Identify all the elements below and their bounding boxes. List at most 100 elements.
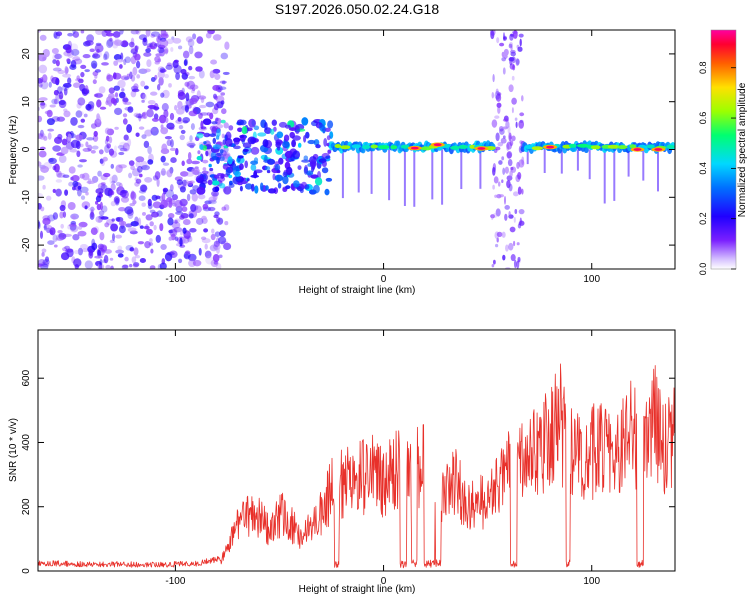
noise-band-blob <box>518 208 525 215</box>
noise-blob <box>90 227 98 235</box>
noise-blob <box>191 193 198 202</box>
noise-blob <box>171 221 181 229</box>
noise-blob <box>58 154 67 164</box>
noise-blob <box>149 238 153 243</box>
noise-blob <box>77 185 82 190</box>
noise-blob <box>108 148 115 156</box>
noise-blob <box>94 69 102 73</box>
transition-blob <box>212 186 220 193</box>
noise-blob <box>220 92 226 96</box>
transition-blob <box>203 141 207 145</box>
transition-blob <box>209 167 214 172</box>
noise-blob <box>109 176 116 185</box>
noise-band-blob <box>521 188 524 195</box>
transition-blob <box>242 142 252 149</box>
noise-band-blob <box>501 231 506 238</box>
noise-blob <box>224 41 230 50</box>
ridge-core <box>362 145 371 150</box>
noise-blob <box>158 76 164 86</box>
transition-blob <box>208 163 212 168</box>
noise-blob <box>98 149 104 155</box>
noise-band-blob <box>514 117 518 121</box>
noise-band-blob <box>510 49 516 54</box>
noise-blob <box>45 195 52 201</box>
noise-blob <box>186 142 196 147</box>
noise-blob <box>155 195 161 200</box>
ridge-core <box>400 144 410 149</box>
noise-blob <box>63 233 72 238</box>
noise-blob <box>189 189 197 195</box>
noise-blob <box>120 196 130 203</box>
ridge-core <box>590 145 601 150</box>
transition-blob <box>253 157 259 164</box>
noise-blob <box>62 73 72 78</box>
noise-band-blob <box>517 186 522 195</box>
transition-blob <box>196 186 206 195</box>
transition-blob <box>237 155 244 159</box>
noise-blob <box>169 147 177 152</box>
noise-blob <box>188 259 196 268</box>
noise-band-blob <box>502 126 508 130</box>
ridge-core <box>351 144 362 149</box>
noise-blob <box>124 256 129 262</box>
noise-band-blob <box>499 42 505 47</box>
noise-blob <box>149 265 156 269</box>
noise-blob <box>81 201 91 209</box>
transition-blob <box>303 135 307 143</box>
noise-blob <box>143 85 149 90</box>
noise-blob <box>185 250 191 255</box>
transition-blob <box>305 131 310 139</box>
noise-blob <box>130 30 139 35</box>
noise-blob <box>129 263 133 268</box>
noise-blob <box>177 117 182 122</box>
transition-blob <box>234 170 242 178</box>
transition-blob <box>247 136 257 145</box>
noise-band-blob <box>501 156 505 161</box>
noise-blob <box>106 143 111 149</box>
noise-blob <box>150 31 160 37</box>
noise-blob <box>184 81 190 87</box>
noise-blob <box>42 56 47 61</box>
y-tick-label: 0 <box>21 146 32 152</box>
noise-blob <box>113 145 118 153</box>
noise-blob <box>143 225 150 230</box>
transition-blob <box>237 181 243 186</box>
noise-blob <box>186 235 192 240</box>
transition-blob <box>239 119 247 126</box>
transition-blob <box>213 174 220 179</box>
noise-blob <box>38 258 46 267</box>
noise-blob <box>117 79 126 89</box>
transition-blob <box>267 188 277 194</box>
y-tick-label: 400 <box>21 434 32 451</box>
noise-blob <box>77 124 85 129</box>
noise-band-blob <box>494 194 498 198</box>
noise-blob <box>109 239 116 244</box>
noise-band-blob <box>513 216 516 223</box>
noise-blob <box>162 187 169 193</box>
noise-blob <box>122 142 130 152</box>
noise-blob <box>43 224 47 231</box>
snr-y-ticks: 0 200 400 600 <box>21 369 675 574</box>
noise-blob <box>92 79 97 85</box>
noise-blob <box>164 117 169 124</box>
noise-blob <box>156 178 160 187</box>
noise-blob <box>190 89 195 94</box>
noise-blob <box>221 80 226 85</box>
noise-blob <box>96 113 100 120</box>
noise-blob <box>61 138 68 146</box>
ridge-peak <box>410 146 419 150</box>
y-tick-label: 10 <box>21 96 32 108</box>
noise-blob <box>165 64 173 70</box>
transition-blob <box>275 141 282 148</box>
noise-blob <box>103 51 110 60</box>
noise-band-blob <box>502 67 506 75</box>
noise-blob <box>106 73 111 80</box>
noise-blob <box>59 204 66 212</box>
noise-blob <box>63 87 68 96</box>
noise-blob <box>144 129 153 137</box>
noise-blob <box>82 147 92 152</box>
transition-blob <box>276 169 281 174</box>
noise-blob <box>182 120 189 124</box>
ridge-peak <box>477 147 486 150</box>
